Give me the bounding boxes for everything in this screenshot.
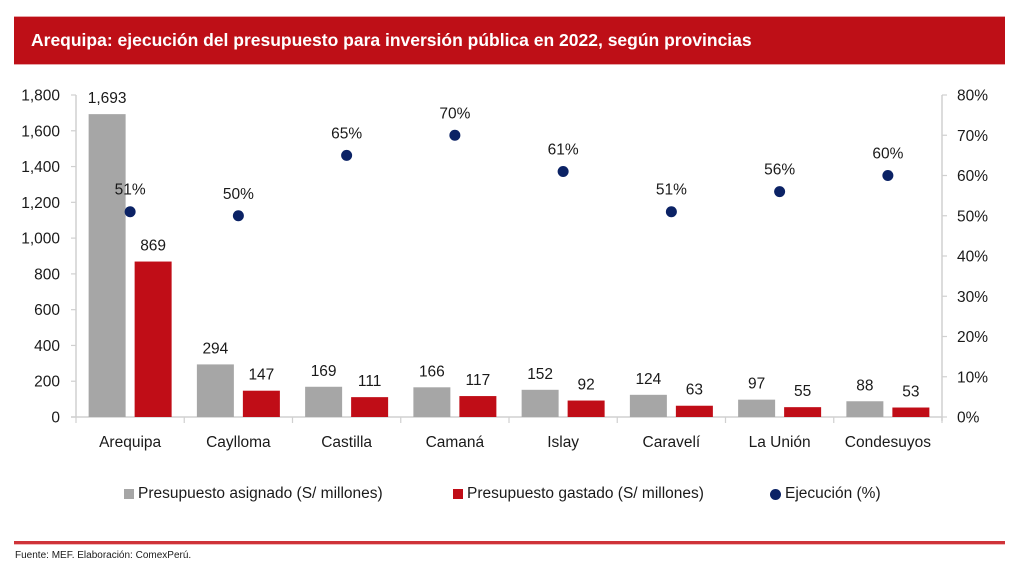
y2-tick-label: 0%	[957, 410, 980, 427]
legend-swatch-red	[453, 489, 463, 499]
bar-data-label: 55	[794, 383, 811, 400]
y-tick-label: 1,000	[21, 231, 60, 248]
y2-tick-label: 30%	[957, 289, 988, 306]
bar-data-label: 294	[202, 340, 228, 357]
bar-asignado	[738, 399, 776, 417]
y2-tick-label: 20%	[957, 329, 988, 346]
bar-asignado	[196, 364, 234, 417]
legend-label: Presupuesto gastado (S/ millones)	[467, 485, 704, 502]
y-tick-label: 600	[34, 302, 60, 319]
x-tick-label: Condesuyos	[845, 434, 931, 451]
point-ejecucion	[882, 170, 894, 181]
bar-data-label: 869	[140, 238, 166, 255]
y2-tick-label: 10%	[957, 369, 988, 386]
chart-title: Arequipa: ejecución del presupuesto para…	[31, 30, 752, 50]
bar-gastado	[242, 390, 280, 417]
point-ejecucion	[341, 149, 353, 161]
y-tick-label: 200	[34, 374, 60, 391]
y2-tick-label: 80%	[957, 88, 988, 105]
point-ejecucion	[774, 186, 786, 198]
source-note: Fuente: MEF. Elaboración: ComexPerú.	[15, 550, 192, 561]
chart-plot: 0 200 400 600 800 1,000 1,200 1,400 1,600 1,800 0%…	[21, 88, 988, 452]
y-tick-label: 1,400	[21, 159, 60, 176]
x-tick-label: Islay	[547, 434, 579, 451]
data-labels: 1,693 294 169 166 152 124 97 88 869 147 111 117 92 63…	[88, 90, 920, 400]
bar-gastado	[459, 396, 497, 417]
bar-data-label: 117	[466, 372, 491, 389]
bar-asignado	[629, 394, 667, 417]
x-tick-label: Caravelí	[643, 434, 701, 451]
legend-item-asignado: Presupuesto asignado (S/ millones)	[124, 485, 383, 503]
axes: 0 200 400 600 800 1,000 1,200 1,400 1,600 1,800 0%…	[21, 88, 988, 452]
point-ejecucion	[232, 210, 244, 222]
x-tick-label: Caylloma	[206, 434, 271, 451]
y2-tick-label: 70%	[957, 128, 988, 145]
bar-gastado	[134, 261, 172, 417]
point-data-label: 56%	[764, 162, 795, 179]
point-data-label: 51%	[115, 182, 146, 199]
bar-gastado	[351, 397, 389, 417]
bar-data-label: 88	[856, 377, 873, 394]
bar-asignado	[305, 386, 343, 417]
bar-asignado	[521, 389, 559, 417]
legend-item-ejecucion: Ejecución (%)	[770, 485, 881, 503]
bar-data-label: 1,693	[88, 90, 127, 107]
bar-asignado	[88, 114, 126, 417]
point-ejecucion	[557, 165, 569, 177]
bar-gastado	[784, 407, 822, 417]
x-tick-label: Arequipa	[99, 434, 161, 451]
points	[124, 129, 894, 222]
point-data-label: 65%	[331, 125, 362, 142]
point-data-label: 51%	[656, 182, 687, 199]
point-ejecucion	[124, 206, 136, 218]
x-tick-label: Camaná	[426, 434, 485, 451]
bar-data-label: 152	[527, 366, 553, 383]
footer-divider	[14, 541, 1005, 545]
bar-data-label: 97	[748, 376, 765, 393]
y2-tick-label: 60%	[957, 168, 988, 185]
bar-data-label: 92	[578, 377, 595, 394]
bar-gastado	[567, 400, 605, 417]
x-tick-label: La Unión	[749, 434, 811, 451]
bar-gastado	[892, 407, 930, 417]
point-data-label: 61%	[548, 141, 579, 158]
x-tick-label: Castilla	[321, 434, 372, 451]
bar-data-label: 169	[311, 363, 337, 380]
chart-header: Arequipa: ejecución del presupuesto para…	[14, 16, 1005, 65]
legend-label: Ejecución (%)	[785, 485, 881, 502]
y2-tick-label: 50%	[957, 208, 988, 225]
bar-asignado	[413, 387, 451, 417]
point-ejecucion	[449, 129, 461, 141]
y-tick-label: 0	[51, 410, 60, 427]
y2-tick-label: 40%	[957, 249, 988, 266]
legend-swatch-gray	[124, 489, 134, 499]
bar-data-label: 147	[248, 367, 274, 384]
bar-data-label: 111	[358, 373, 382, 390]
bars	[88, 114, 930, 417]
point-data-label: 70%	[439, 105, 470, 122]
point-data-label: 50%	[223, 186, 254, 203]
bar-data-label: 166	[419, 363, 445, 380]
bar-data-label: 53	[902, 384, 919, 401]
y-tick-label: 400	[34, 338, 60, 355]
y-tick-label: 1,200	[21, 195, 60, 212]
point-data-label: 60%	[872, 146, 903, 163]
point-ejecucion	[665, 206, 677, 218]
legend-label: Presupuesto asignado (S/ millones)	[138, 485, 383, 502]
y-tick-label: 1,600	[21, 123, 60, 140]
bar-data-label: 63	[686, 382, 703, 399]
y-tick-label: 1,800	[21, 88, 60, 105]
bar-data-label: 124	[635, 371, 661, 388]
y-tick-label: 800	[34, 266, 60, 283]
legend-swatch-dot	[770, 488, 781, 500]
legend-item-gastado: Presupuesto gastado (S/ millones)	[453, 485, 704, 503]
bar-gastado	[675, 405, 713, 417]
bar-asignado	[846, 401, 884, 417]
legend: Presupuesto asignado (S/ millones) Presu…	[0, 485, 1030, 507]
